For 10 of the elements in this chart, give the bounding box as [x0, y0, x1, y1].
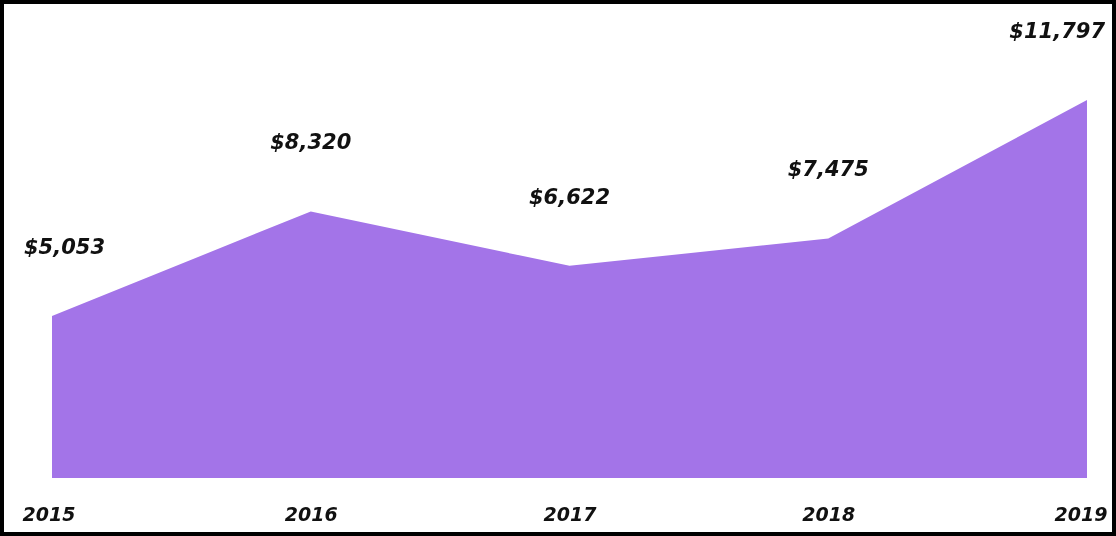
- data-label: $8,320: [270, 130, 352, 155]
- data-label: $5,053: [24, 235, 106, 260]
- data-label: $11,797: [1009, 19, 1106, 43]
- x-tick-label: 2015: [22, 503, 76, 526]
- x-tick-label: 2019: [1054, 503, 1108, 526]
- x-tick-label: 2017: [543, 503, 598, 526]
- data-label: $7,475: [787, 157, 869, 182]
- x-tick-label: 2018: [802, 503, 856, 526]
- data-label: $6,622: [528, 184, 611, 209]
- x-tick-label: 2016: [284, 503, 338, 526]
